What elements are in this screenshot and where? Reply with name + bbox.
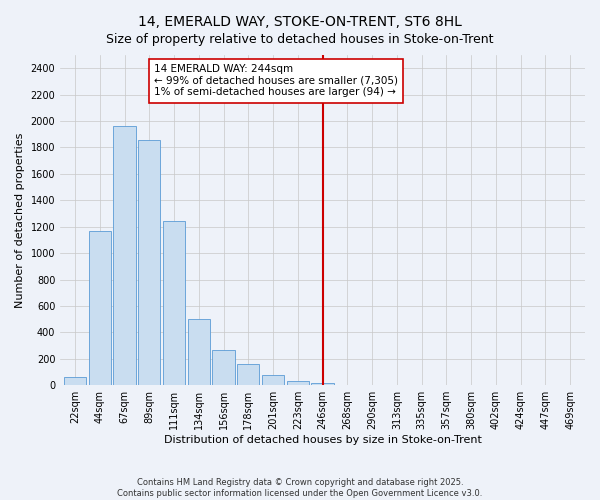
Bar <box>188 319 210 385</box>
Text: 14 EMERALD WAY: 244sqm
← 99% of detached houses are smaller (7,305)
1% of semi-d: 14 EMERALD WAY: 244sqm ← 99% of detached… <box>154 64 398 98</box>
Bar <box>89 232 111 385</box>
Bar <box>262 374 284 385</box>
Bar <box>287 381 309 385</box>
Text: Contains HM Land Registry data © Crown copyright and database right 2025.
Contai: Contains HM Land Registry data © Crown c… <box>118 478 482 498</box>
Bar <box>237 364 259 385</box>
X-axis label: Distribution of detached houses by size in Stoke-on-Trent: Distribution of detached houses by size … <box>164 435 482 445</box>
Bar <box>138 140 160 385</box>
Bar <box>163 222 185 385</box>
Text: Size of property relative to detached houses in Stoke-on-Trent: Size of property relative to detached ho… <box>106 32 494 46</box>
Bar <box>212 350 235 385</box>
Bar <box>113 126 136 385</box>
Bar <box>311 382 334 385</box>
Y-axis label: Number of detached properties: Number of detached properties <box>15 132 25 308</box>
Bar <box>64 378 86 385</box>
Text: 14, EMERALD WAY, STOKE-ON-TRENT, ST6 8HL: 14, EMERALD WAY, STOKE-ON-TRENT, ST6 8HL <box>138 15 462 29</box>
